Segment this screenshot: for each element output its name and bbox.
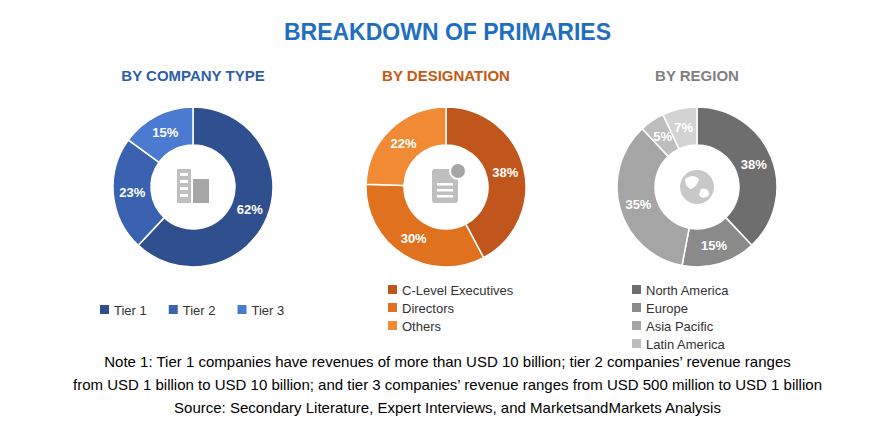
data-label: 15%: [152, 125, 178, 140]
legend-item: North America: [632, 283, 729, 298]
legend-item: Tier 1: [100, 303, 147, 318]
legend-label: Asia Pacific: [646, 319, 714, 334]
data-label: 38%: [492, 165, 518, 180]
icon-part: [685, 176, 709, 198]
source: Source: Secondary Literature, Expert Int…: [174, 399, 721, 416]
icon-part: [437, 195, 453, 198]
icon-part: [193, 179, 209, 203]
center-icon: [432, 163, 466, 203]
main-title: BREAKDOWN OF PRIMARIES: [284, 19, 611, 45]
legend-item: Tier 2: [169, 303, 216, 318]
slice: [682, 218, 752, 267]
legend-item: C-Level Executives: [388, 283, 514, 298]
note: Note 1: Tier 1 companies have revenues o…: [104, 353, 790, 370]
data-label: 35%: [625, 197, 651, 212]
center-icon: [680, 170, 714, 204]
legend-item: Tier 3: [238, 303, 285, 318]
legend-label: Others: [402, 319, 442, 334]
pie-chart: BY DESIGNATION 38% 30% 22% C-Level Executive…: [366, 67, 526, 334]
slices: [366, 107, 526, 267]
legend-swatch: [632, 339, 641, 348]
legend-label: Europe: [646, 301, 688, 316]
legend-swatch: [238, 305, 247, 314]
chart-canvas: BREAKDOWN OF PRIMARIES BY COMPANY TYPE 62%…: [0, 0, 895, 440]
legend-item: Asia Pacific: [632, 319, 714, 334]
legend-swatch: [388, 321, 397, 330]
data-label: 15%: [701, 238, 727, 253]
icon-part: [177, 169, 191, 203]
chart-title: BY DESIGNATION: [382, 67, 510, 84]
data-label: 30%: [401, 231, 427, 246]
center-icon: [177, 169, 209, 203]
data-label: 38%: [741, 157, 767, 172]
slices: [617, 107, 777, 267]
legend-item: Latin America: [632, 337, 726, 352]
legend-label: North America: [646, 283, 729, 298]
legend-swatch: [388, 285, 397, 294]
pie-chart: BY REGION 38% 15% 35% 5%7% North America Europ…: [617, 67, 777, 352]
icon-part: [437, 183, 453, 186]
legend-label: Directors: [402, 301, 455, 316]
note: from USD 1 billion to USD 10 billion; an…: [73, 376, 822, 393]
legend-label: Tier 2: [183, 303, 216, 318]
pie-chart: BY COMPANY TYPE62%23%15%Tier 1Tier 2Tier…: [100, 67, 284, 318]
legend-swatch: [632, 285, 641, 294]
slice: [138, 107, 273, 267]
data-labels: 38% 30% 22%: [391, 136, 519, 247]
slice: [128, 107, 193, 162]
chart-title: BY COMPANY TYPE: [121, 67, 264, 84]
icon-part: [180, 187, 188, 190]
data-label: 7%: [674, 120, 693, 135]
legend: North America Europe Asia Pacific Latin Ame…: [632, 283, 729, 352]
data-label: 62%: [237, 202, 263, 217]
data-labels: 38% 15% 35% 5%7%: [625, 120, 767, 253]
legend-item: Europe: [632, 301, 688, 316]
icon-part: [180, 194, 188, 197]
slices: [113, 107, 273, 267]
legend-swatch: [632, 303, 641, 312]
icon-part: [450, 163, 466, 179]
icon-part: [437, 189, 453, 192]
legend-label: Tier 3: [252, 303, 285, 318]
legend-swatch: [169, 305, 178, 314]
legend-item: Directors: [388, 301, 455, 316]
data-label: 23%: [119, 185, 145, 200]
legend-label: Latin America: [646, 337, 726, 352]
legend-swatch: [100, 305, 109, 314]
legend-swatch: [632, 321, 641, 330]
chart-title: BY REGION: [655, 67, 739, 84]
data-labels: 62% 23% 15%: [119, 125, 263, 217]
legend: Tier 1 Tier 2 Tier 3: [100, 303, 284, 318]
icon-part: [180, 173, 188, 176]
legend-label: Tier 1: [114, 303, 147, 318]
legend-swatch: [388, 303, 397, 312]
icon-part: [180, 180, 188, 183]
icon-part: [680, 170, 714, 204]
legend: C-Level Executives Directors Others: [388, 283, 514, 334]
legend-item: Others: [388, 319, 442, 334]
data-label: 22%: [391, 136, 417, 151]
slice: [366, 184, 484, 267]
data-label: 5%: [653, 129, 672, 144]
legend-label: C-Level Executives: [402, 283, 514, 298]
